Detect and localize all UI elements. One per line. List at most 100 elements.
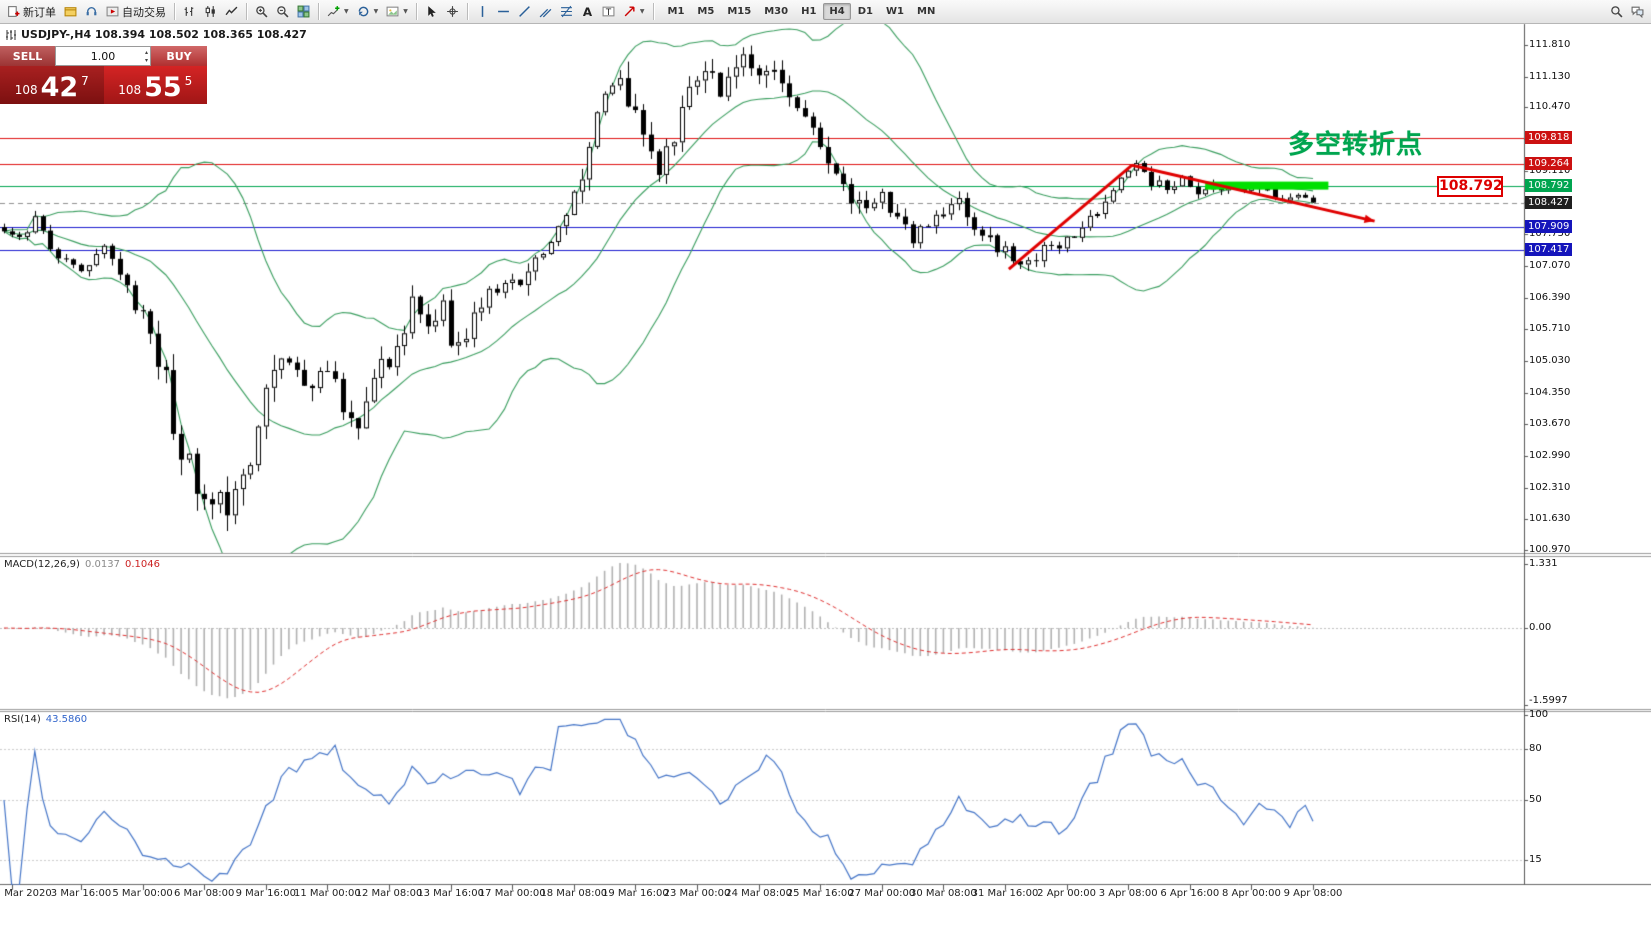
price-scale-label: 100.970 (1529, 544, 1571, 556)
time-axis-label: 18 Mar 08:00 (540, 888, 608, 899)
search-button[interactable] (1606, 2, 1627, 22)
volume-stepper-icon[interactable]: ▴ ▾ (144, 49, 148, 64)
rsi-value: 43.5860 (45, 714, 88, 725)
text-label-button[interactable]: T (598, 2, 619, 22)
chevron-down-icon: ▼ (403, 8, 408, 15)
fibonacci-button[interactable] (556, 2, 577, 22)
volume-input[interactable]: 1.00 ▴ ▾ (55, 46, 151, 66)
text-icon: A (581, 5, 594, 18)
price-scale-label: 102.310 (1529, 481, 1571, 493)
arrow-symbol-icon (623, 5, 636, 18)
time-axis-label: 9 Apr 08:00 (1283, 888, 1343, 899)
text-label-icon: T (602, 5, 615, 18)
turning-point-annotation[interactable]: 多空转折点 (1288, 130, 1424, 160)
sell-button[interactable]: SELL (0, 46, 55, 66)
price-scale-label: 109.110 (1529, 164, 1571, 176)
macd-signal-value: 0.1046 (124, 559, 160, 570)
trendline-icon (518, 5, 531, 18)
trendline-button[interactable] (514, 2, 535, 22)
toolbar-separator (652, 3, 654, 20)
rsi-scale-label: 100 (1529, 709, 1549, 720)
toolbar: 新订单 自动交易 ▼ ▼ ▼ A T ▼ M1 M5 M15 M30 H1 H4 D1 W1 MN (0, 0, 1651, 24)
time-axis-label: 31 Mar 16:00 (971, 888, 1039, 899)
chevron-down-icon: ▼ (344, 8, 349, 15)
macd-main-value: 0.0137 (84, 559, 120, 570)
timeframe-w1-button[interactable]: W1 (886, 6, 905, 17)
candlestick-icon (204, 5, 217, 18)
time-axis-label: 3 Apr 08:00 (1098, 888, 1158, 899)
new-order-button[interactable]: 新订单 (3, 2, 60, 22)
timeframe-d1-button[interactable]: D1 (857, 6, 874, 17)
zoom-out-button[interactable] (272, 2, 293, 22)
time-axis-label: 30 Mar 08:00 (910, 888, 977, 899)
horizontal-line-button[interactable] (493, 2, 514, 22)
bar-chart-icon (183, 5, 196, 18)
rsi-title-text: RSI(14) (4, 714, 41, 725)
timeframe-m5-button[interactable]: M5 (697, 6, 715, 17)
period-button[interactable]: ▼ (353, 2, 383, 22)
chevron-down-icon: ▼ (639, 8, 645, 15)
channel-button[interactable] (535, 2, 556, 22)
price-scale-label: 111.810 (1529, 38, 1571, 50)
chat-button[interactable] (1627, 2, 1648, 22)
crosshair-button[interactable] (442, 2, 463, 22)
zoom-in-button[interactable] (251, 2, 272, 22)
chart-profiles-icon (64, 5, 77, 18)
buy-price-pips: 55 (144, 72, 182, 103)
price-scale-label: 111.130 (1529, 70, 1571, 82)
chevron-down-icon: ▼ (373, 8, 379, 15)
text-button[interactable]: A (577, 2, 598, 22)
new-order-icon (7, 5, 20, 18)
price-line-label: 107.909 (1525, 219, 1573, 233)
price-scale-label: 107.750 (1529, 228, 1571, 240)
timeframe-m30-button[interactable]: M30 (764, 6, 789, 17)
cursor-button[interactable] (421, 2, 442, 22)
symbol-info: USDJPY-,H4 108.394 108.502 108.365 108.4… (5, 28, 307, 41)
buy-button[interactable]: BUY (151, 46, 207, 66)
new-chart-icon (327, 5, 340, 18)
line-chart-icon (225, 5, 238, 18)
time-axis-label: 6 Mar 08:00 (173, 888, 235, 899)
autotrading-button-label: 自动交易 (122, 5, 166, 19)
search-icon (1610, 5, 1623, 18)
sell-price-button[interactable]: 108 42 7 (0, 66, 104, 104)
crosshair-icon (446, 5, 459, 18)
sell-price-point: 7 (81, 74, 89, 88)
price-scale-label: 105.710 (1529, 323, 1571, 335)
autotrading-button[interactable]: 自动交易 (102, 2, 170, 22)
channel-icon (539, 5, 552, 18)
arrows-button[interactable]: ▼ (619, 2, 649, 22)
timeframe-h1-button[interactable]: H1 (801, 6, 817, 17)
macd-title-text: MACD(12,26,9) (4, 559, 80, 570)
tile-windows-button[interactable] (293, 2, 314, 22)
macd-scale-label: 0.00 (1529, 622, 1552, 633)
buy-price-button[interactable]: 108 55 5 (103, 66, 207, 104)
new-chart-button[interactable]: ▼ (323, 2, 353, 22)
vertical-line-icon (476, 5, 489, 18)
timeframe-mn-button[interactable]: MN (917, 6, 936, 17)
bar-chart-button[interactable] (179, 2, 200, 22)
price-line-label: 109.264 (1525, 156, 1573, 170)
horizontal-line-icon (497, 5, 510, 18)
chat-icon (1631, 5, 1644, 18)
price-scale-label: 101.630 (1529, 513, 1571, 525)
rsi-scale-label: 50 (1529, 794, 1542, 805)
chart-profiles-button[interactable] (60, 2, 81, 22)
timeframe-m15-button[interactable]: M15 (727, 6, 752, 17)
template-button[interactable]: ▼ (382, 2, 412, 22)
price-scale-label: 103.670 (1529, 418, 1571, 430)
timeframe-h4-button[interactable]: H4 (823, 3, 851, 20)
macd-indicator-label: MACD(12,26,9) 0.0137 0.1046 (4, 559, 160, 570)
vertical-line-button[interactable] (472, 2, 493, 22)
price-scale-label: 106.390 (1529, 291, 1571, 303)
candlestick-chart-button[interactable] (200, 2, 221, 22)
line-chart-button[interactable] (221, 2, 242, 22)
buy-price-point: 5 (184, 74, 193, 88)
timeframe-m1-button[interactable]: M1 (667, 6, 685, 17)
market-watch-button[interactable] (81, 2, 102, 22)
tile-windows-icon (297, 5, 310, 18)
price-tag-label[interactable]: 108.792 (1437, 176, 1503, 197)
rsi-scale-label: 80 (1529, 743, 1542, 754)
